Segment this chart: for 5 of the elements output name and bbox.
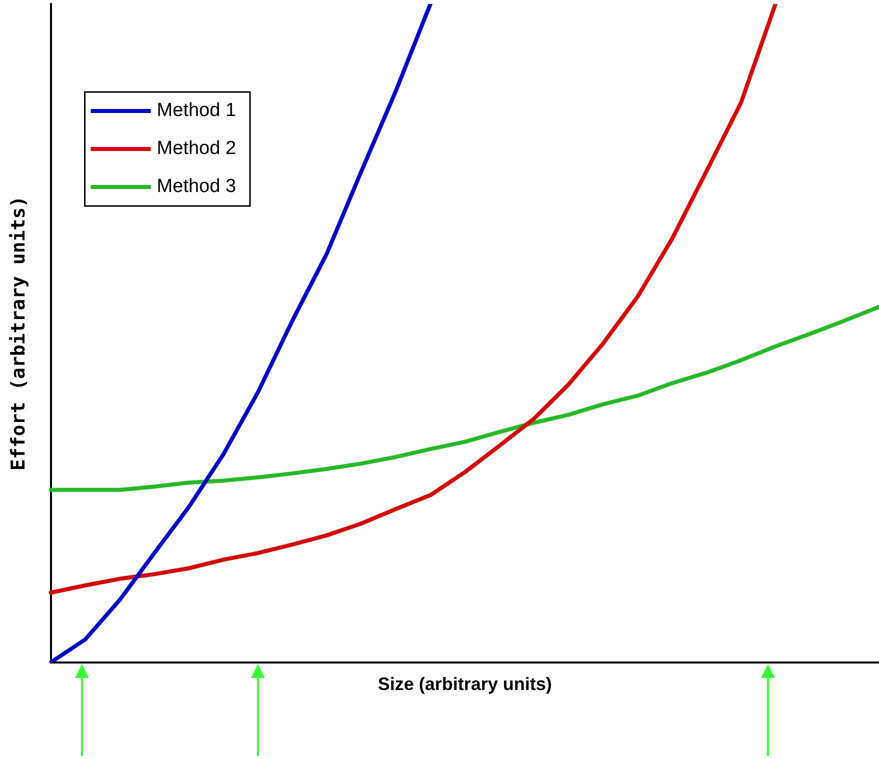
legend-label: Method 3 bbox=[156, 176, 236, 198]
legend-label: Method 1 bbox=[156, 100, 236, 122]
legend-label: Method 2 bbox=[156, 138, 236, 160]
y-axis-title: Effort (arbitrary units) bbox=[7, 196, 30, 470]
x-axis-title: Size (arbitrary units) bbox=[378, 674, 552, 694]
